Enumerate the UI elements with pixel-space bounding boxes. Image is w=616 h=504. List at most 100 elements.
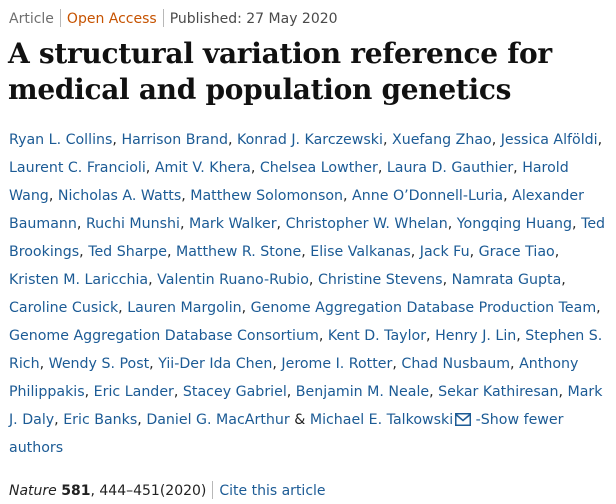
- author-link[interactable]: Chad Nusbaum: [401, 356, 511, 372]
- article-type: Article: [9, 11, 54, 27]
- author-link[interactable]: Amit V. Khera: [154, 160, 251, 176]
- author-item: Yii-Der Ida Chen,: [158, 356, 282, 372]
- author-link[interactable]: Lauren Margolin: [127, 300, 242, 316]
- author-item: Ruchi Munshi,: [85, 216, 189, 232]
- author-link[interactable]: Stacey Gabriel: [182, 384, 287, 400]
- author-item: Wendy S. Post,: [48, 356, 159, 372]
- author-link[interactable]: Mark Walker: [189, 216, 277, 232]
- author-item: Laura D. Gauthier,: [386, 160, 523, 176]
- meta-separator: [162, 9, 164, 27]
- author-item: Laurent C. Francioli,: [9, 160, 155, 176]
- author-link[interactable]: Xuefang Zhao: [391, 132, 492, 148]
- show-fewer-authors-button[interactable]: -Show fewer authors: [9, 412, 564, 456]
- author-link[interactable]: Nicholas A. Watts: [57, 188, 182, 204]
- author-link[interactable]: Grace Tiao: [478, 244, 555, 260]
- author-link[interactable]: Valentin Ruano-Rubio: [157, 272, 309, 288]
- author-item: Genome Aggregation Database Consortium,: [9, 328, 328, 344]
- author-link[interactable]: Laura D. Gauthier: [386, 160, 514, 176]
- article-title: A structural variation reference for med…: [8, 37, 552, 106]
- author-link[interactable]: Sekar Kathiresan: [438, 384, 559, 400]
- author-link[interactable]: Yongqing Huang: [456, 216, 573, 232]
- author-link[interactable]: Kent D. Taylor: [327, 328, 427, 344]
- author-item: Jerome I. Rotter,: [281, 356, 402, 372]
- author-link[interactable]: Genome Aggregation Database Consortium: [9, 328, 319, 344]
- author-item: Konrad J. Karczewski,: [237, 132, 392, 148]
- author-link[interactable]: Kristen M. Laricchia: [9, 272, 149, 288]
- author-link[interactable]: Henry J. Lin: [435, 328, 517, 344]
- author-link[interactable]: Christine Stevens: [317, 272, 443, 288]
- author-link[interactable]: Stephen S. Rich: [9, 328, 603, 372]
- author-link[interactable]: Yii-Der Ida Chen: [158, 356, 273, 372]
- author-item: Genome Aggregation Database Production T…: [250, 300, 601, 316]
- author-item: Yongqing Huang,: [456, 216, 582, 232]
- author-item: Ryan L. Collins,: [9, 132, 122, 148]
- author-item: Chelsea Lowther,: [259, 160, 387, 176]
- author-item: Caroline Cusick,: [9, 300, 128, 316]
- author-item: Ted Sharpe,: [88, 244, 176, 260]
- author-item: Chad Nusbaum,: [401, 356, 520, 372]
- author-item: Daniel G. MacArthur: [146, 412, 294, 428]
- last-author-item: & Michael E. Talkowski -Show fewer autho…: [9, 412, 563, 456]
- journal-name: Nature: [9, 483, 57, 499]
- author-item: Stacey Gabriel,: [182, 384, 296, 400]
- author-item: Anthony Philippakis,: [9, 356, 579, 400]
- author-link[interactable]: Jessica Alföldi: [500, 132, 598, 148]
- author-item: Grace Tiao,: [478, 244, 560, 260]
- author-link[interactable]: Jack Fu: [419, 244, 470, 260]
- author-item: Eric Lander,: [93, 384, 183, 400]
- author-link[interactable]: Ruchi Munshi: [85, 216, 180, 232]
- open-access-badge[interactable]: Open Access: [66, 11, 157, 27]
- author-link[interactable]: Harold Wang: [9, 160, 569, 204]
- author-link[interactable]: Benjamin M. Neale: [295, 384, 430, 400]
- cite-article-link[interactable]: Cite this article: [219, 483, 326, 499]
- author-item: Mark J. Daly,: [9, 384, 603, 428]
- mail-icon[interactable]: [455, 413, 472, 426]
- author-link[interactable]: Caroline Cusick: [9, 300, 119, 316]
- author-link[interactable]: Laurent C. Francioli: [9, 160, 146, 176]
- author-list: Ryan L. Collins, Harrison Brand, Konrad …: [9, 126, 609, 462]
- author-link[interactable]: Anne O’Donnell-Luria: [352, 188, 504, 204]
- author-link[interactable]: Mark J. Daly: [9, 384, 603, 428]
- author-link[interactable]: Jerome I. Rotter: [281, 356, 393, 372]
- author-item: Anne O’Donnell-Luria,: [352, 188, 513, 204]
- author-item: Xuefang Zhao,: [391, 132, 501, 148]
- author-item: Kristen M. Laricchia,: [9, 272, 158, 288]
- author-link[interactable]: Chelsea Lowther: [259, 160, 378, 176]
- author-item: Namrata Gupta,: [451, 272, 566, 288]
- author-item: Jack Fu,: [419, 244, 479, 260]
- journal-volume: 581: [61, 483, 91, 499]
- author-item: Alexander Baumann,: [9, 188, 584, 232]
- author-link[interactable]: Ryan L. Collins: [9, 132, 113, 148]
- author-link[interactable]: Wendy S. Post: [48, 356, 150, 372]
- author-link[interactable]: Anthony Philippakis: [9, 356, 579, 400]
- author-item: Christopher W. Whelan,: [285, 216, 457, 232]
- article-meta-line: Article Open Access Published: 27 May 2020: [9, 9, 338, 29]
- author-item: Nicholas A. Watts,: [57, 188, 191, 204]
- author-link[interactable]: Daniel G. MacArthur: [146, 412, 290, 428]
- author-item: Christine Stevens,: [317, 272, 452, 288]
- author-item: Elise Valkanas,: [310, 244, 420, 260]
- author-link[interactable]: Matthew Solomonson: [190, 188, 344, 204]
- author-link[interactable]: Michael E. Talkowski: [309, 412, 454, 428]
- citation-separator: [212, 481, 214, 499]
- author-item: Stephen S. Rich,: [9, 328, 603, 372]
- author-link[interactable]: Harrison Brand: [121, 132, 228, 148]
- author-item: Mark Walker,: [189, 216, 286, 232]
- author-link[interactable]: Matthew R. Stone: [176, 244, 302, 260]
- author-link[interactable]: Genome Aggregation Database Production T…: [250, 300, 597, 316]
- author-link[interactable]: Alexander Baumann: [9, 188, 584, 232]
- author-link[interactable]: Christopher W. Whelan: [285, 216, 448, 232]
- author-link[interactable]: Ted Sharpe: [88, 244, 167, 260]
- author-link[interactable]: Ted Brookings: [9, 216, 606, 260]
- author-item: Benjamin M. Neale,: [295, 384, 439, 400]
- author-link[interactable]: Eric Lander: [93, 384, 174, 400]
- author-link[interactable]: Konrad J. Karczewski: [237, 132, 383, 148]
- author-item: Lauren Margolin,: [127, 300, 251, 316]
- author-item: Sekar Kathiresan,: [438, 384, 568, 400]
- author-item: Kent D. Taylor,: [327, 328, 436, 344]
- author-link[interactable]: Eric Banks: [63, 412, 138, 428]
- author-link[interactable]: Namrata Gupta: [451, 272, 562, 288]
- author-item: Henry J. Lin,: [435, 328, 526, 344]
- author-item: Matthew R. Stone,: [176, 244, 311, 260]
- author-link[interactable]: Elise Valkanas: [310, 244, 411, 260]
